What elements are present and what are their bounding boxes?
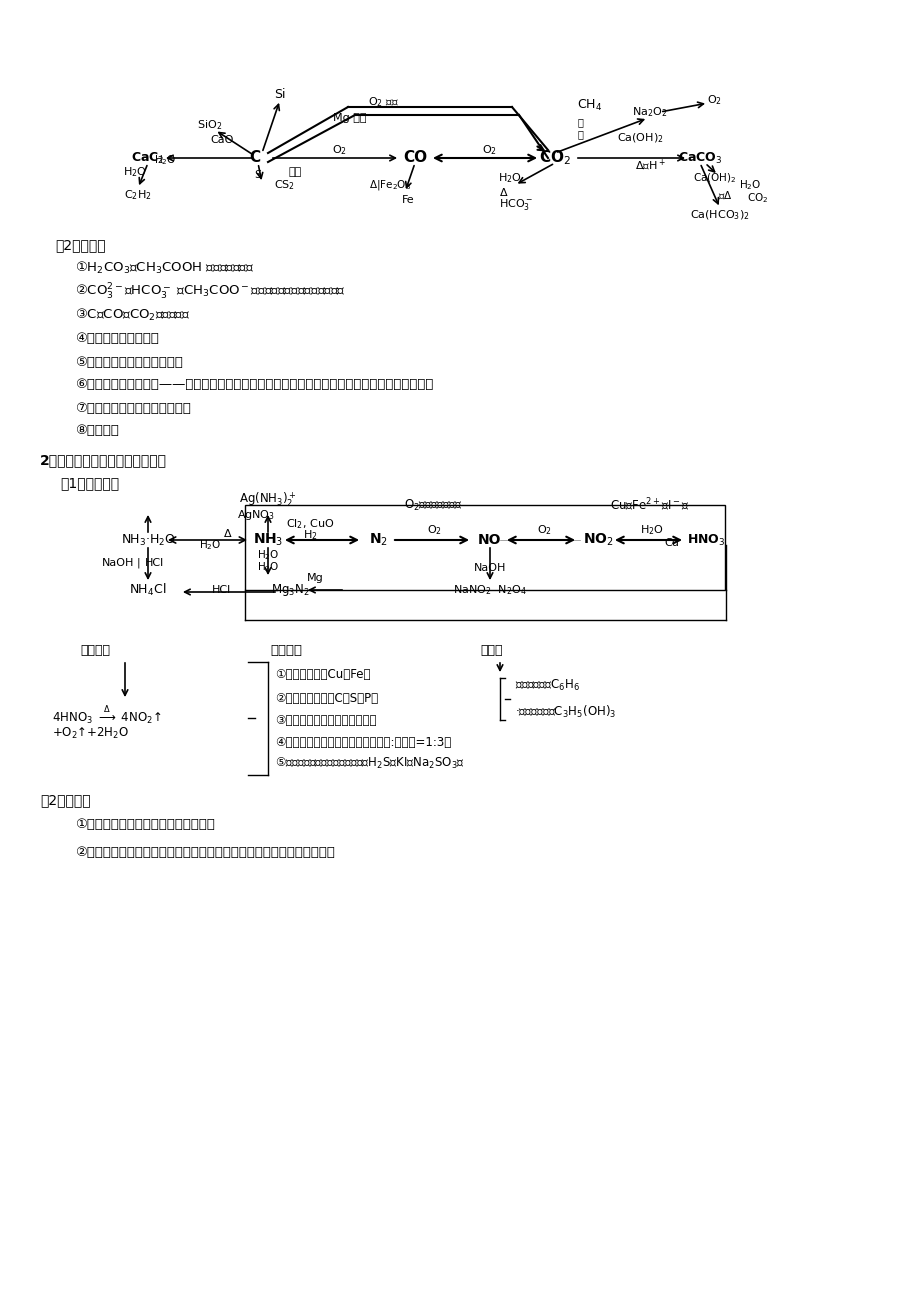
Text: 强氧化性: 强氧化性 [269,643,301,656]
Text: SiO$_2$: SiO$_2$ [198,118,222,132]
Text: Ca(OH)$_2$: Ca(OH)$_2$ [616,132,663,145]
Text: C$_2$H$_2$: C$_2$H$_2$ [124,187,152,202]
Text: 高温: 高温 [288,167,301,177]
Text: ·酯化反应，如C$_3$H$_5$(OH)$_3$: ·酯化反应，如C$_3$H$_5$(OH)$_3$ [515,704,616,720]
Text: 不稳定性: 不稳定性 [80,643,110,656]
Text: ①H$_2$CO$_3$、CH$_3$COOH 弱酸的电离平衡: ①H$_2$CO$_3$、CH$_3$COOH 弱酸的电离平衡 [75,260,255,276]
Text: HCO$_3^-$: HCO$_3^-$ [498,198,532,212]
Text: Si: Si [274,89,286,102]
Text: （1）转化关系: （1）转化关系 [60,477,119,490]
Text: NO$_2$: NO$_2$ [582,531,613,548]
Text: H$_2$O: H$_2$O [497,171,521,185]
Text: N$_2$: N$_2$ [369,531,387,548]
Text: NaNO$_2$  N$_2$O$_4$: NaNO$_2$ N$_2$O$_4$ [453,583,527,596]
Text: O$_2$: O$_2$ [427,523,442,536]
Text: H$_2$: H$_2$ [302,529,317,542]
Text: $\Delta$或H$^+$: $\Delta$或H$^+$ [634,158,664,173]
Text: O$_2$: O$_2$ [537,523,552,536]
Text: H$_2$O: H$_2$O [199,538,221,552]
Bar [244,505,724,590]
Text: |: | [136,557,140,568]
Text: H$_2$O: H$_2$O [256,560,279,574]
Text: CaC$_2$: CaC$_2$ [131,151,165,165]
Text: Ag(NH$_3$)$_2^+$: Ag(NH$_3$)$_2^+$ [239,491,296,509]
Text: 4HNO$_3$ $\overset{\Delta}{\longrightarrow}$ 4NO$_2$↑: 4HNO$_3$ $\overset{\Delta}{\longrightarr… [52,703,162,727]
Text: H$_2$O: H$_2$O [256,548,279,562]
Text: HNO$_3$: HNO$_3$ [686,533,724,548]
Text: NaOH: NaOH [102,559,134,568]
Text: 有机物: 有机物 [480,643,502,656]
Text: 硝化反应，如C$_6$H$_6$: 硝化反应，如C$_6$H$_6$ [515,677,580,693]
Text: ①与金属反应：Cu、Fe等: ①与金属反应：Cu、Fe等 [275,668,370,681]
Text: O$_2$: O$_2$ [482,143,497,158]
Text: ②与非金属反应：C、S、P等: ②与非金属反应：C、S、P等 [275,691,378,704]
Text: O$_2$ 点燃: O$_2$ 点燃 [367,95,398,109]
Text: Fe: Fe [402,195,414,204]
Text: ⑤与含有还原性的化合物反应，如H$_2$S、KI、Na$_2$SO$_3$等: ⑤与含有还原性的化合物反应，如H$_2$S、KI、Na$_2$SO$_3$等 [275,755,464,771]
Text: 或$\Delta$: 或$\Delta$ [717,189,732,201]
Text: S: S [255,171,261,180]
Text: ⑦燃料电池正负极方程式的书写: ⑦燃料电池正负极方程式的书写 [75,401,190,414]
Text: NaOH: NaOH [473,562,505,573]
Text: Ca(OH)$_2$: Ca(OH)$_2$ [692,171,736,185]
Text: NH$_4$Cl: NH$_4$Cl [130,582,166,598]
Text: 点
燃: 点 燃 [576,117,583,139]
Text: ④金、铂溶于王水（体积比为浓硝酸:浓盐酸=1:3）: ④金、铂溶于王水（体积比为浓硝酸:浓盐酸=1:3） [275,736,450,749]
Text: ④粗硅的制备及提纯；: ④粗硅的制备及提纯； [75,332,159,345]
Text: H$_2$O: H$_2$O [738,178,760,191]
Text: Cu、Fe$^{2+}$、I$^-$等: Cu、Fe$^{2+}$、I$^-$等 [609,496,689,513]
Text: ②合成氨及氨的催化氧化的相关问题：条件的选择、平衡移动、平衡常数: ②合成氨及氨的催化氧化的相关问题：条件的选择、平衡移动、平衡常数 [75,845,335,858]
Text: CaCO$_3$: CaCO$_3$ [677,151,721,165]
Text: $\Delta$: $\Delta$ [499,186,508,198]
Text: ③铁、铝等在冷的浓硝酸中钝化: ③铁、铝等在冷的浓硝酸中钝化 [275,713,376,727]
Text: Cu: Cu [664,538,679,548]
Text: C: C [249,151,260,165]
Text: AgNO$_3$: AgNO$_3$ [237,508,275,522]
Text: Mg$_3$N$_2$: Mg$_3$N$_2$ [270,582,309,598]
Text: Ca(HCO$_3$)$_2$: Ca(HCO$_3$)$_2$ [689,208,749,221]
Text: NO: NO [478,533,501,547]
Text: H$_2$O: H$_2$O [153,154,176,167]
Text: CaO: CaO [210,135,233,145]
Text: O$_2$、加热、催化剂: O$_2$、加热、催化剂 [403,497,461,513]
Text: 2、氮及其化合物在考查中结合点: 2、氮及其化合物在考查中结合点 [40,453,167,467]
Text: Mg 点燃: Mg 点燃 [333,113,367,122]
Text: Mg: Mg [306,573,323,583]
Text: Na$_2$O$_2$: Na$_2$O$_2$ [631,105,667,118]
Text: $\Delta$: $\Delta$ [223,527,233,539]
Text: NH$_3$·H$_2$O: NH$_3$·H$_2$O [120,533,176,548]
Text: O$_2$: O$_2$ [707,94,721,107]
Text: H$_2$O: H$_2$O [123,165,147,178]
Text: CO: CO [403,151,426,165]
Text: CO$_2$: CO$_2$ [746,191,768,204]
Text: ⑧盖斯定律: ⑧盖斯定律 [75,423,119,436]
Text: ②CO$_3^{2-}$、HCO$_3^-$ 、CH$_3$COO$^-$的水解平衡及离子浓度大小比较: ②CO$_3^{2-}$、HCO$_3^-$ 、CH$_3$COO$^-$的水解… [75,283,346,302]
Text: CS$_2$: CS$_2$ [274,178,295,191]
Text: HCl: HCl [145,559,165,568]
Text: CO$_2$: CO$_2$ [539,148,571,168]
Text: CH$_4$: CH$_4$ [577,98,602,112]
Text: H$_2$O: H$_2$O [640,523,664,536]
Text: +O$_2$↑+2H$_2$O: +O$_2$↑+2H$_2$O [52,725,129,741]
Text: $\Delta$|Fe$_2$O$_3$: $\Delta$|Fe$_2$O$_3$ [369,178,411,191]
Text: Cl$_2$, CuO: Cl$_2$, CuO [286,517,334,531]
Text: NH$_3$: NH$_3$ [253,531,283,548]
Text: HCl: HCl [212,585,232,595]
Text: ①氨气的实验室制备（快速制取原理）: ①氨气的实验室制备（快速制取原理） [75,819,215,832]
Text: ⑥新型无机非金属材料——光导纤维、高温结构陶瓷（氧化铝、氮化硅、碳化硅等）的制备及性质: ⑥新型无机非金属材料——光导纤维、高温结构陶瓷（氧化铝、氮化硅、碳化硅等）的制备… [75,379,433,392]
Text: （2）结合点: （2）结合点 [55,238,106,253]
Text: O$_2$: O$_2$ [332,143,347,158]
Text: ③C、CO、CO$_2$三角关系；: ③C、CO、CO$_2$三角关系； [75,307,190,323]
Text: ⑤合成气在反应中的平衡问题: ⑤合成气在反应中的平衡问题 [75,355,183,368]
Text: （2）结合点: （2）结合点 [40,793,91,807]
